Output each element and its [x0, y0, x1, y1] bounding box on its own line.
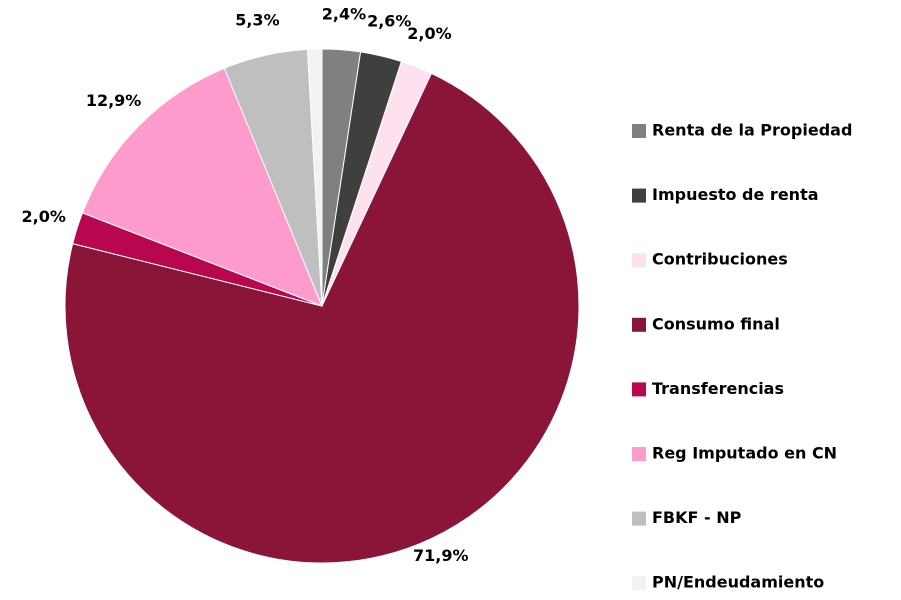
pie-slice [81, 67, 323, 307]
data-label: 12,9% [86, 91, 142, 110]
legend-label: Consumo final [652, 314, 780, 333]
legend-label: Impuesto de renta [652, 185, 819, 204]
data-label: 2,0% [407, 24, 451, 43]
data-label: 2,4% [322, 4, 366, 23]
pie-slice [306, 48, 323, 307]
legend-label: Contribuciones [652, 250, 788, 269]
legend-label: PN/Endeudamiento [652, 573, 824, 592]
legend-swatch [632, 511, 646, 526]
legend-swatch [632, 188, 646, 203]
data-label: 71,9% [413, 546, 469, 565]
legend-swatch [632, 576, 646, 591]
legend-label: Reg Imputado en CN [652, 444, 837, 463]
data-label: 2,6% [367, 11, 411, 30]
legend-swatch [632, 382, 646, 397]
legend-swatch [632, 447, 646, 461]
data-label: 2,0% [22, 207, 66, 226]
pie-slice [64, 72, 580, 564]
legend-swatch [632, 317, 646, 332]
data-label: 5,3% [235, 11, 279, 30]
legend-swatch [632, 124, 646, 138]
legend-label: Transferencias [652, 379, 784, 398]
legend-swatch [632, 253, 646, 268]
legend-label: Renta de la Propiedad [652, 121, 852, 140]
legend-label: FBKF - NP [652, 508, 742, 527]
